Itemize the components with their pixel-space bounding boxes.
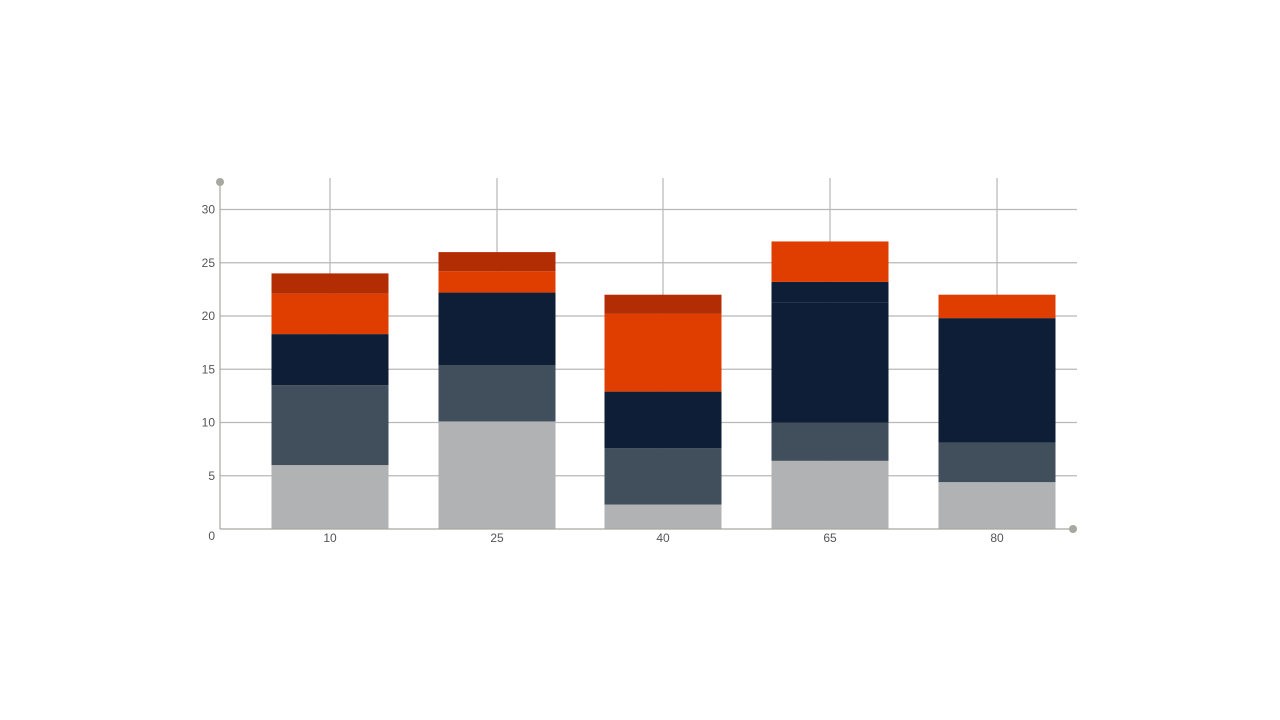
bar-segment — [604, 313, 722, 392]
y-axis-end-dot — [216, 178, 224, 186]
x-axis-end-dot — [1069, 525, 1077, 533]
bar-segment — [604, 391, 722, 449]
bar-segment — [938, 294, 1056, 319]
x-tick-label: 40 — [656, 531, 670, 545]
bar-segment — [938, 482, 1056, 529]
bar-segment — [771, 241, 889, 282]
x-tick-label: 80 — [990, 531, 1004, 545]
bar-segment — [271, 293, 389, 335]
bar-segment — [604, 294, 722, 314]
bar-segment — [604, 448, 722, 505]
bar-segment — [438, 364, 556, 422]
y-tick-label: 25 — [202, 256, 216, 270]
bar-segment — [771, 422, 889, 461]
y-tick-labels: 0 5 10 15 20 25 30 — [202, 203, 216, 544]
bar-segment — [771, 460, 889, 529]
x-tick-labels: 10 25 40 65 80 — [323, 531, 1004, 545]
bar-segment — [438, 271, 556, 293]
bar-segment — [771, 281, 889, 303]
bar-segment — [438, 252, 556, 272]
y-tick-label: 0 — [208, 529, 215, 543]
bar-segment — [938, 442, 1056, 483]
x-tick-label: 25 — [490, 531, 504, 545]
bar-segment — [438, 421, 556, 529]
x-tick-label: 65 — [823, 531, 837, 545]
y-tick-label: 15 — [202, 362, 216, 376]
bar-segment — [438, 292, 556, 365]
bar-segment — [271, 385, 389, 466]
bar-segment — [271, 465, 389, 529]
x-tick-label: 10 — [323, 531, 337, 545]
axes — [216, 178, 1077, 533]
y-tick-label: 10 — [202, 416, 216, 430]
y-tick-label: 20 — [202, 309, 216, 323]
bar-segment — [604, 504, 722, 529]
y-tick-label: 30 — [202, 203, 216, 217]
bar-stacks — [271, 241, 1056, 529]
bar-segment — [271, 273, 389, 294]
bar-segment — [938, 318, 1056, 443]
bar-segment — [771, 302, 889, 423]
y-tick-label: 5 — [208, 469, 215, 483]
bar-segment — [271, 334, 389, 386]
